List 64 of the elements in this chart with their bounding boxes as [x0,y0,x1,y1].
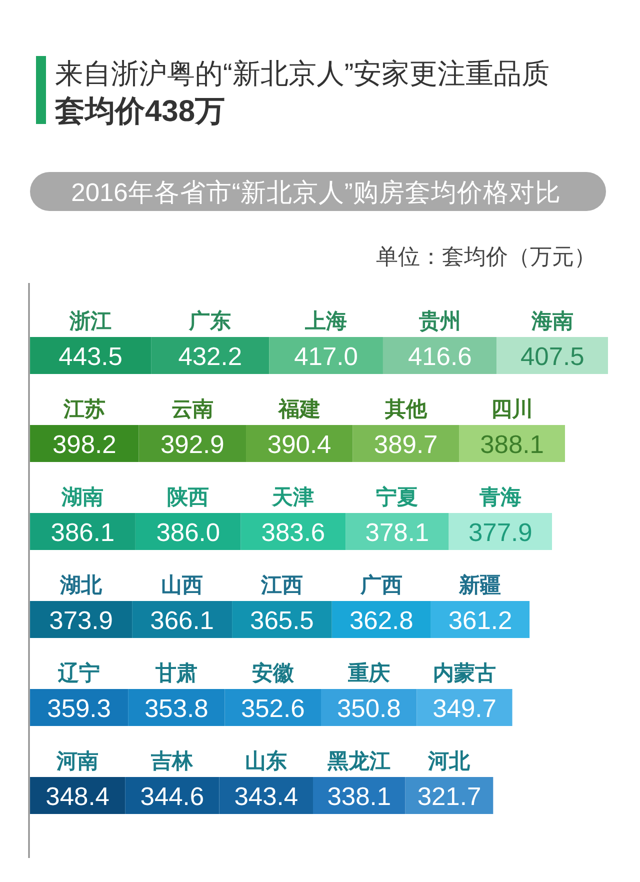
category-label: 宁夏 [376,485,418,509]
category-label: 广西 [359,573,402,597]
category-label: 海南 [530,310,574,333]
data-label: 416.6 [408,343,472,371]
category-label: 贵州 [418,310,461,333]
data-label: 343.4 [234,783,298,811]
data-label: 352.6 [240,695,305,723]
category-label: 新疆 [458,573,502,597]
category-label: 山东 [245,749,288,773]
category-label: 山西 [161,574,204,597]
category-label: 湖南 [60,486,104,509]
data-label: 366.1 [150,607,214,635]
category-label: 吉林 [150,750,194,773]
category-label: 黑龙江 [326,750,391,773]
data-label: 348.4 [46,783,110,811]
category-label: 甘肃 [154,662,198,685]
data-label: 378.1 [365,519,430,547]
category-label: 四川 [491,398,534,421]
category-label: 其他 [384,398,428,421]
category-label: 广东 [188,309,232,333]
text: 2016年各省市“新北京人”购房套均价格对比 [71,178,561,207]
category-label: 河南 [56,750,99,773]
data-label: 350.8 [336,695,401,723]
data-label: 377.9 [468,519,532,547]
category-label: 天津 [271,486,314,509]
category-label: 江西 [260,574,303,597]
data-label: 359.3 [47,695,111,723]
data-label: 349.7 [432,695,496,723]
data-label: 338.1 [327,783,392,811]
data-label: 365.5 [250,607,314,635]
data-label: 417.0 [294,343,358,371]
text: 来自浙沪粤的“新北京人”安家更注重品质 [55,58,550,89]
category-label: 内蒙古 [433,662,496,685]
data-label: 390.4 [267,431,332,459]
category-label: 云南 [171,398,214,421]
data-label: 388.1 [480,431,544,459]
data-label: 373.9 [49,607,113,635]
data-label: 353.8 [144,695,208,723]
data-label: 432.2 [178,343,242,371]
text: 单位：套均价（万元） [376,244,596,269]
data-label: 407.5 [520,343,584,371]
data-label: 362.8 [349,607,414,635]
category-label: 辽宁 [57,661,100,685]
data-label: 383.6 [261,519,326,547]
data-label: 321.7 [417,783,482,811]
category-label: 安徽 [252,661,295,685]
data-label: 344.6 [140,783,204,811]
data-label: 443.5 [58,343,122,371]
data-label: 398.2 [52,431,116,459]
category-label: 陕西 [167,486,210,509]
data-label: 361.2 [448,607,512,635]
category-label: 上海 [304,310,348,333]
data-label: 386.0 [156,519,220,547]
data-label: 392.9 [160,431,224,459]
category-label: 湖北 [59,574,104,597]
data-label: 386.1 [50,519,115,547]
category-label: 浙江 [68,310,112,333]
category-label: 福建 [277,397,320,421]
text: 套均价438万 [54,95,226,128]
data-label: 389.7 [374,431,438,459]
category-label: 江苏 [62,398,106,421]
category-label: 青海 [478,486,522,509]
category-label: 河北 [427,750,472,773]
category-label: 重庆 [346,661,390,685]
